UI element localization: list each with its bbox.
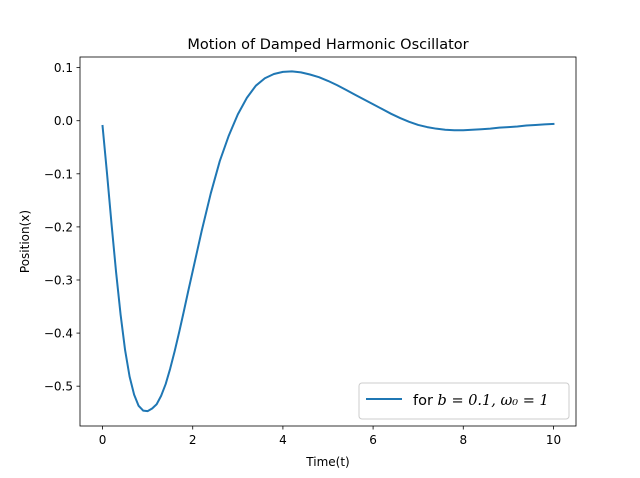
y-tick-label: −0.3 <box>44 273 73 287</box>
series-layer <box>101 70 555 413</box>
y-tick-label: −0.1 <box>44 167 73 181</box>
x-tick-label: 0 <box>99 433 107 447</box>
x-tick-label: 2 <box>189 433 197 447</box>
legend-label-math: b = 0.1, ω₀ = 1 <box>438 393 549 409</box>
legend-label-prefix: for <box>413 393 438 409</box>
y-tick-label: −0.2 <box>44 220 73 234</box>
y-tick-label: −0.4 <box>44 327 73 341</box>
plot-area <box>80 57 576 426</box>
series-line <box>101 70 555 413</box>
x-tick-label: 4 <box>279 433 287 447</box>
y-tick-label: 0.1 <box>54 61 73 75</box>
x-tick-label: 10 <box>546 433 561 447</box>
y-axis: 0.1 0.0 −0.1 −0.2 −0.3 −0.4 −0.5 <box>44 61 80 394</box>
legend: for b = 0.1, ω₀ = 1 <box>358 382 570 420</box>
x-axis: 0 2 4 6 8 10 <box>99 426 561 447</box>
legend-label: for b = 0.1, ω₀ = 1 <box>413 393 549 409</box>
y-tick-label: 0.0 <box>54 114 73 128</box>
y-axis-label: Position(x) <box>18 210 32 273</box>
x-tick-label: 6 <box>369 433 377 447</box>
x-axis-label: Time(t) <box>305 455 349 469</box>
x-tick-label: 8 <box>459 433 467 447</box>
legend-box <box>358 382 570 420</box>
y-tick-label: −0.5 <box>44 380 73 394</box>
axes-frame <box>79 56 577 427</box>
chart-title: Motion of Damped Harmonic Oscillator <box>187 37 468 53</box>
